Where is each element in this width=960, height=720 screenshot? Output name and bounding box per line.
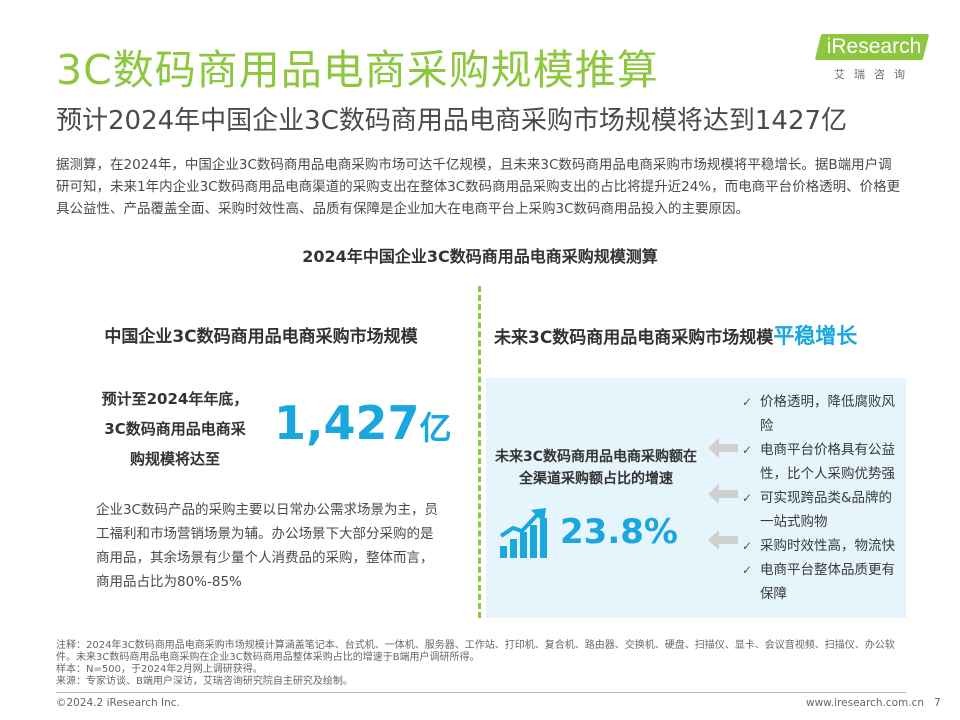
right-heading-emphasis: 平稳增长: [773, 324, 858, 348]
logo-brand-text: iResearch: [826, 35, 922, 58]
growth-value: 23.8%: [560, 512, 678, 552]
reason-line: 一站式购物: [760, 514, 828, 530]
reason-line: 保障: [760, 586, 787, 602]
market-size-number: 1,427: [274, 396, 420, 450]
checkmark-icon: ✓: [742, 539, 753, 553]
logo-chinese-text: 艾瑞咨询: [834, 68, 914, 81]
reason-item: ✓ 价格透明，降低腐败风 险: [742, 390, 902, 438]
left-heading: 中国企业3C数码商用品电商采购市场规模: [104, 327, 418, 347]
reason-line: 价格透明，降低腐败风: [760, 394, 895, 410]
section-title: 2024年中国企业3C数码商用品电商采购规模测算: [302, 247, 658, 266]
growth-label-line: 全渠道采购额占比的增速: [519, 471, 673, 487]
reason-item: ✓ 可实现跨品类&品牌的 一站式购物: [742, 486, 902, 534]
reason-line: 电商平台整体品质更有: [760, 562, 895, 578]
footer-divider: [56, 692, 906, 693]
growth-label-line: 未来3C数码商用品电商采购额在: [494, 449, 697, 465]
note-text: 注释：2024年3C数码商用品电商采购市场规模计算涵盖笔记本、台式机、一体机、服…: [56, 640, 895, 663]
growth-label: 未来3C数码商用品电商采购额在 全渠道采购额占比的增速: [486, 446, 706, 490]
vertical-divider: [478, 286, 481, 618]
desc-line: 3C数码商用品电商采: [104, 420, 246, 438]
checkmark-icon: ✓: [742, 443, 753, 457]
checkmark-icon: ✓: [742, 491, 753, 505]
reason-item: ✓ 电商平台整体品质更有 保障: [742, 558, 902, 606]
desc-line: 预计至2024年年底，: [101, 390, 249, 408]
sample-text: 样本：N=500，于2024年2月网上调研获得。: [56, 664, 263, 675]
reason-item: ✓ 电商平台价格具有公益 性，比个人采购优势强: [742, 438, 902, 486]
checkmark-icon: ✓: [742, 563, 753, 577]
reason-line: 险: [760, 418, 774, 434]
market-size-description: 预计至2024年年底， 3C数码商用品电商采 购规模将达至: [80, 384, 270, 474]
left-arrow-icon: [708, 530, 738, 550]
desc-line: 购规模将达至: [129, 450, 220, 468]
right-heading-text: 未来3C数码商用品电商采购市场规模: [494, 328, 774, 348]
left-arrow-icon: [708, 438, 738, 458]
market-size-unit: 亿: [419, 409, 452, 447]
copyright: ©2024.2 iResearch Inc.: [56, 697, 180, 709]
page-number: 7: [934, 697, 941, 709]
page-subtitle: 预计2024年中国企业3C数码商用品电商采购市场规模将达到1427亿: [56, 106, 848, 136]
footnotes: 注释：2024年3C数码商用品电商采购市场规模计算涵盖笔记本、台式机、一体机、服…: [56, 640, 906, 688]
source-text: 来源：专家访谈、B端用户深访，艾瑞咨询研究院自主研究及绘制。: [56, 676, 353, 687]
website-link[interactable]: www.iresearch.com.cn: [806, 697, 925, 709]
reason-line: 可实现跨品类&品牌的: [760, 490, 893, 506]
checkmark-icon: ✓: [742, 395, 753, 409]
reason-line: 性，比个人采购优势强: [760, 466, 895, 482]
reason-item: ✓ 采购时效性高，物流快: [742, 534, 902, 558]
growth-panel: [486, 378, 906, 618]
reason-line: 采购时效性高，物流快: [760, 538, 895, 554]
intro-paragraph: 据测算，在2024年，中国企业3C数码商用品电商采购市场可达千亿规模，且未来3C…: [56, 157, 901, 217]
market-size-value: 1,427亿: [274, 396, 452, 450]
left-arrow-icon: [708, 484, 738, 504]
reason-list: ✓ 价格透明，降低腐败风 险 ✓ 电商平台价格具有公益 性，比个人采购优势强 ✓…: [742, 390, 902, 606]
reason-line: 电商平台价格具有公益: [760, 442, 895, 458]
rising-bar-chart-icon: [499, 508, 547, 558]
right-heading: 未来3C数码商用品电商采购市场规模平稳增长: [494, 320, 914, 350]
scenario-paragraph: 企业3C数码产品的采购主要以日常办公需求场景为主，员工福利和市场营销场景为辅。办…: [96, 502, 439, 590]
page-title: 3C数码商用品电商采购规模推算: [56, 46, 659, 94]
iresearch-logo: iResearch 艾瑞咨询: [814, 30, 930, 86]
